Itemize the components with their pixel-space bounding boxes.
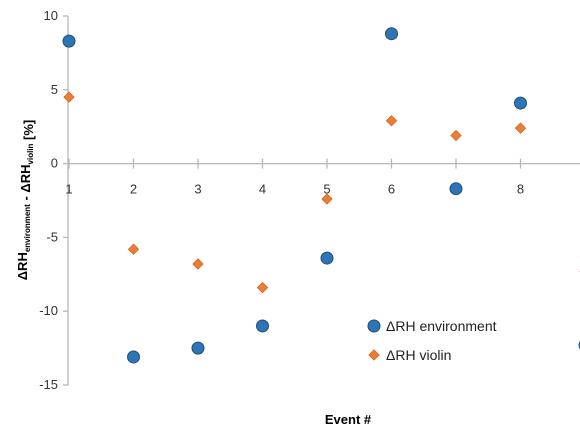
- data-point: [63, 91, 75, 103]
- y-tick-label: -15: [39, 377, 58, 392]
- legend: ΔRH environment ΔRH violin: [367, 318, 497, 363]
- y-axis-title-subscript: environment: [23, 204, 32, 252]
- data-point: [62, 34, 76, 48]
- data-point: [320, 251, 334, 265]
- y-axis-title-part: ΔRH: [15, 252, 30, 280]
- legend-marker: [368, 349, 380, 361]
- data-point: [256, 319, 269, 333]
- data-point: [321, 193, 333, 205]
- axes: [63, 15, 580, 386]
- legend-label: ΔRH environment: [386, 318, 497, 334]
- data-point: [256, 281, 269, 294]
- data-point: [127, 350, 140, 364]
- y-axis-title-part: [%]: [21, 120, 36, 144]
- y-axis-title-part: -: [18, 193, 33, 205]
- x-tick-label: 3: [194, 182, 201, 197]
- data-points: [62, 27, 580, 364]
- data-point: [514, 96, 527, 110]
- x-tick-label: 8: [517, 182, 524, 197]
- series-environment: [62, 27, 580, 364]
- y-tick-label: 5: [51, 82, 58, 97]
- y-axis-title-subscript: violin: [26, 143, 35, 164]
- x-tick-label: 2: [130, 182, 137, 197]
- y-axis-title-part: ΔRH: [18, 164, 33, 192]
- y-tick-label: 0: [51, 156, 58, 171]
- legend-label: ΔRH violin: [386, 347, 451, 363]
- data-point: [385, 27, 398, 41]
- data-point: [191, 341, 205, 355]
- x-tick-label: 1: [65, 182, 72, 197]
- data-point: [127, 243, 140, 255]
- series-violin: [63, 91, 580, 294]
- x-axis-title: Event #: [325, 412, 372, 427]
- y-tick-label: 10: [44, 8, 58, 23]
- x-tick-label: 4: [259, 182, 266, 197]
- y-tick-label: -5: [46, 229, 58, 244]
- data-point: [450, 129, 462, 142]
- axis-titles: Event #ΔRHenvironment - ΔRHviolin [%]: [15, 120, 372, 427]
- data-point: [192, 258, 204, 270]
- legend-marker: [367, 319, 381, 333]
- data-point: [514, 122, 527, 134]
- data-point: [385, 115, 398, 127]
- x-tick-label: 5: [323, 182, 330, 197]
- x-tick-label: 6: [388, 182, 395, 197]
- y-tick-label: -10: [39, 303, 58, 318]
- data-point: [449, 182, 463, 196]
- y-axis-title: ΔRHenvironment - ΔRHviolin [%]: [15, 120, 36, 281]
